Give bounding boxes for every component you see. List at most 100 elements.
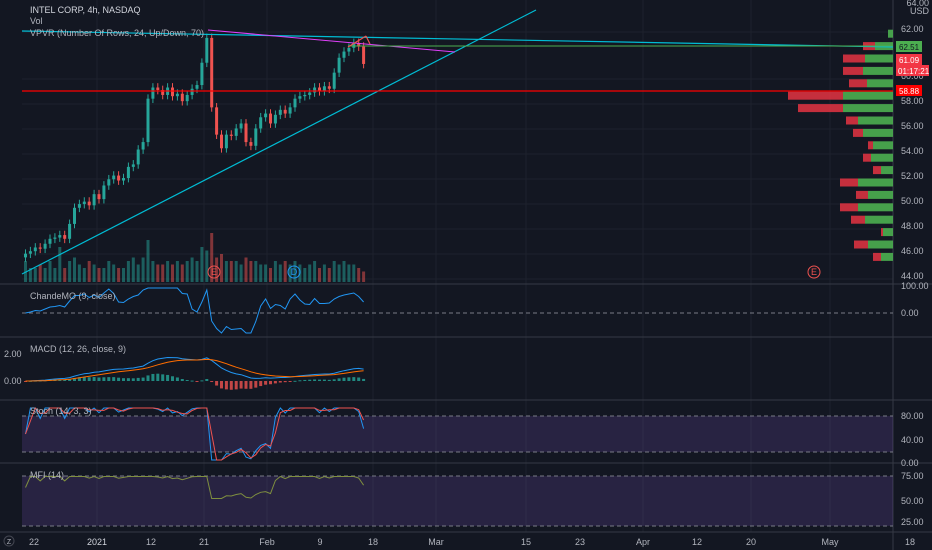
volume-bar (185, 261, 189, 282)
vpvr-up-bar (868, 240, 893, 249)
timezone-settings-icon[interactable] (3, 535, 15, 547)
short-red-line[interactable] (347, 35, 367, 48)
cmo-label: ChandeMO (9, close) (30, 291, 116, 301)
earnings-marker-1[interactable]: E (207, 265, 221, 279)
candle-body (229, 134, 233, 136)
volume-bar (48, 261, 52, 282)
macd-histogram-bar (151, 373, 155, 381)
candle-body (97, 194, 101, 200)
volume-bar (229, 261, 233, 282)
macd-histogram-bar (293, 380, 297, 382)
time-label: Mar (428, 537, 444, 547)
candle-body (210, 37, 214, 108)
time-axis[interactable]: Z 22 2021 12 21 Feb 9 18 Mar 15 23 Apr 1… (3, 535, 915, 547)
time-label: 9 (317, 537, 322, 547)
vpvr-up-bar (865, 215, 893, 224)
candle-body (352, 42, 356, 48)
macd-histogram-bar (303, 379, 307, 381)
volume-bar (126, 261, 130, 282)
time-label: 23 (575, 537, 585, 547)
ascending-trendline[interactable] (21, 9, 537, 275)
candle-body (347, 47, 351, 52)
volume-bar (322, 264, 326, 282)
macd-histogram-bar (322, 379, 326, 381)
candle-body (107, 179, 111, 186)
stoch-tick: 40.00 (901, 435, 924, 445)
candle-body (308, 92, 312, 95)
volume-bar (28, 268, 32, 282)
volume-bar (92, 264, 96, 282)
macd-histogram-bar (269, 381, 272, 385)
volume-bar (352, 264, 356, 282)
macd-histogram-bar (126, 378, 130, 381)
candle-body (92, 194, 96, 206)
time-label: May (821, 537, 839, 547)
macd-histogram-bar (63, 379, 67, 381)
volume-bar (53, 268, 57, 282)
price-axis[interactable]: 62.00 60.00 58.00 56.00 54.00 52.00 50.0… (901, 24, 924, 281)
macd-histogram-bar (210, 381, 214, 383)
volume-bar (254, 261, 258, 282)
symbol-title: INTEL CORP, 4h, NASDAQ (30, 5, 141, 15)
volume-bars (24, 233, 366, 282)
macd-histogram-bar (73, 377, 76, 381)
candle-body (283, 109, 287, 114)
volume-bar (161, 264, 165, 282)
macd-histogram-bar (288, 381, 292, 382)
cmo-tick: 100.00 (901, 281, 929, 291)
candle-body (313, 87, 317, 93)
price-tag-support-text: 58.88 (899, 87, 920, 96)
vpvr-label: VPVR (Number Of Rows, 24, Up/Down, 70) (30, 28, 204, 38)
candle-body (224, 134, 228, 149)
candle-body (278, 109, 282, 115)
stoch-tick: 80.00 (901, 411, 924, 421)
volume-bar (303, 268, 307, 282)
cmo-tick: 0.00 (901, 308, 919, 318)
magenta-trendline[interactable] (207, 29, 456, 53)
dividend-marker[interactable]: D (287, 265, 301, 279)
volume-bar (249, 261, 253, 282)
time-label: 15 (521, 537, 531, 547)
candle-body (259, 117, 263, 129)
macd-histogram-bar (332, 379, 336, 381)
vpvr-up-bar (865, 54, 893, 63)
candle-body (43, 243, 47, 249)
macd-histogram-bar (313, 379, 317, 381)
vpvr-down-bar (798, 104, 843, 113)
volume-bar (273, 261, 277, 282)
volume-bar (166, 261, 170, 282)
macd-histogram-bar (141, 377, 145, 381)
short-red-line-2 (365, 35, 371, 45)
volume-bar (200, 247, 204, 282)
volume-bar (141, 257, 145, 282)
volume-bar (97, 268, 101, 282)
indicator-lines (24, 287, 366, 499)
earnings-marker-text: E (211, 267, 217, 277)
candle-body (322, 86, 326, 92)
volume-bar (308, 264, 312, 282)
candle-body (362, 46, 366, 64)
volume-bar (318, 268, 321, 282)
volume-bar (244, 257, 248, 282)
earnings-marker-2[interactable]: E (807, 265, 821, 279)
time-label: Feb (259, 537, 275, 547)
macd-histogram-bar (254, 381, 258, 388)
macd-histogram-bar (131, 378, 135, 381)
currency-label: USD (910, 6, 930, 16)
candle-body (220, 134, 223, 149)
vpvr-up-bar (881, 252, 893, 261)
candle-body (136, 149, 140, 165)
candle-body (254, 128, 258, 146)
vpvr-up-bar (881, 166, 893, 175)
price-tag-green-text: 62.51 (899, 43, 920, 52)
volume-bar (288, 264, 292, 282)
price-tick: 50.00 (901, 196, 924, 206)
volume-bar (77, 264, 81, 282)
vpvr-down-bar (868, 141, 873, 150)
volume-bar (264, 264, 268, 282)
upper-trendline[interactable] (21, 30, 894, 48)
band-guides (22, 312, 893, 527)
volume-bar (146, 240, 150, 282)
macd-histogram-bar (136, 377, 140, 381)
